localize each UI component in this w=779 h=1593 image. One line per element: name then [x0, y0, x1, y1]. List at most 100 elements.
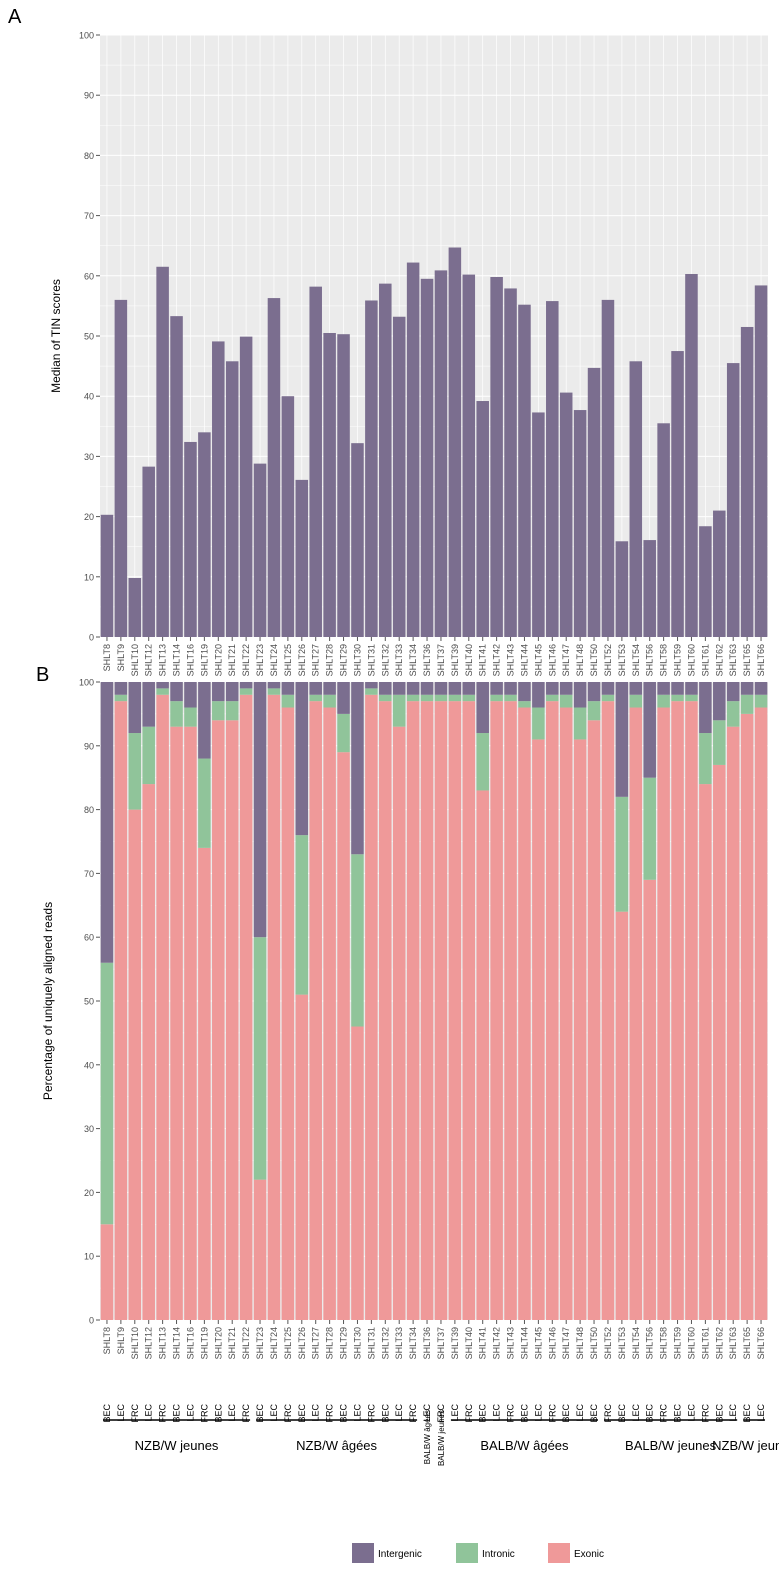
panel-a-x-tick-label: SHLT26: [297, 644, 307, 676]
panel-a-x-tick-label: SHLT40: [464, 644, 474, 676]
panel-b-bar-intronic-SHLT22: [239, 688, 253, 695]
cell-type-label: FRC: [366, 1404, 376, 1423]
cell-type-label: FRC: [700, 1404, 710, 1423]
panel-b-bar-intronic-SHLT59: [671, 694, 684, 702]
panel-b-x-tick-label: SHLT50: [589, 1327, 599, 1359]
panel-b-x-tick-label: SHLT42: [492, 1327, 502, 1359]
panel-b-y-tick-label: 100: [79, 678, 94, 688]
panel-b-bar-exonic-SHLT37: [434, 701, 448, 1320]
panel-a-x-tick-label: SHLT66: [756, 644, 766, 676]
panel-b-y-tick-label: 90: [84, 741, 94, 751]
panel-b-x-tick-label: SHLT19: [199, 1327, 209, 1359]
panel-b-bar-intergenic-SHLT63: [726, 682, 740, 702]
panel-b-bar-intergenic-SHLT24: [267, 682, 281, 689]
cell-type-label: LEC: [492, 1404, 502, 1422]
panel-b-bar-intronic-SHLT60: [685, 694, 698, 702]
panel-b-bar-exonic-SHLT22: [239, 694, 253, 1320]
panel-a-bar-SHLT21: [225, 361, 239, 637]
panel-b-bar-intergenic-SHLT41: [476, 682, 489, 734]
panel-b-bar-intronic-SHLT10: [128, 733, 142, 810]
panel-a-x-tick-label: SHLT59: [673, 644, 683, 676]
panel-b-y-tick-label: 20: [84, 1188, 94, 1198]
cell-type-label: BEC: [589, 1404, 599, 1423]
panel-b-x-tick-label: SHLT14: [172, 1327, 182, 1359]
cell-type-label: LEC: [686, 1404, 696, 1422]
cell-type-label: LEC: [450, 1404, 460, 1422]
panel-b-x-tick-label: SHLT62: [714, 1327, 724, 1359]
panel-a-x-tick-label: SHLT47: [561, 644, 571, 676]
panel-b-y-axis-label: Percentage of uniquely aligned reads: [41, 902, 55, 1100]
cell-type-label: BEC: [519, 1404, 529, 1423]
panel-b-bar-intronic-SHLT21: [225, 701, 239, 721]
panel-b-bar-exonic-SHLT23: [253, 1179, 267, 1320]
panel-a-y-tick-label: 100: [79, 31, 94, 41]
panel-b-x-tick-label: SHLT61: [700, 1327, 710, 1359]
panel-a-x-tick-label: SHLT36: [422, 644, 432, 676]
panel-b-bar-exonic-SHLT58: [657, 707, 670, 1320]
panel-b-x-tick-label: SHLT54: [631, 1327, 641, 1359]
panel-b-x-tick-label: SHLT37: [436, 1327, 446, 1359]
panel-a-bar-SHLT41: [476, 401, 489, 637]
panel-b-bar-intronic-SHLT29: [337, 713, 350, 753]
panel-a-x-tick-label: SHLT62: [714, 644, 724, 676]
panel-b-x-tick-label: SHLT46: [547, 1327, 557, 1359]
panel-b-bar-intronic-SHLT31: [365, 688, 378, 695]
panel-a-bar-SHLT13: [156, 266, 169, 637]
panel-b-y-tick-label: 10: [84, 1252, 94, 1262]
panel-b-bar-intronic-SHLT46: [546, 694, 559, 702]
panel-a-x-tick-label: SHLT12: [144, 644, 154, 676]
panel-b-bar-exonic-SHLT28: [323, 707, 336, 1320]
panel-b-x-tick-label: SHLT40: [464, 1327, 474, 1359]
panel-b-x-tick-label: SHLT43: [506, 1327, 516, 1359]
panel-b-bar-intronic-SHLT50: [587, 701, 601, 721]
panel-b-bar-intergenic-SHLT50: [587, 682, 601, 702]
panel-a-y-tick-label: 90: [84, 91, 94, 101]
panel-a-x-tick-label: SHLT34: [408, 644, 418, 676]
panel-b-bar-intergenic-SHLT14: [170, 682, 183, 702]
cell-type-label: BEC: [742, 1404, 752, 1423]
panel-b-bar-exonic-SHLT31: [365, 694, 378, 1320]
panel-b-bar-exonic-SHLT53: [615, 911, 629, 1320]
panel-a-y-tick-label: 40: [84, 392, 94, 402]
panel-a-x-tick-label: SHLT37: [436, 644, 446, 676]
panel-b-bar-intergenic-SHLT10: [128, 682, 142, 734]
cell-type-label: FRC: [506, 1404, 516, 1423]
panel-b-x-tick-label: SHLT29: [339, 1327, 349, 1359]
panel-a-bar-SHLT54: [629, 361, 643, 637]
panel-b-bar-intergenic-SHLT8: [100, 682, 114, 963]
cell-type-label: LEC: [631, 1404, 641, 1422]
group-label: BALB/W jeunes: [625, 1438, 717, 1453]
cell-type-label: LEC: [352, 1404, 362, 1422]
panel-a-bar-SHLT63: [726, 363, 740, 637]
panel-a-bar-SHLT52: [601, 299, 615, 637]
panel-b-bar-exonic-SHLT65: [740, 713, 754, 1320]
panel-a-x-tick-label: SHLT14: [172, 644, 182, 676]
cell-type-label: LEC: [756, 1404, 766, 1422]
panel-b-bar-intronic-SHLT52: [601, 694, 615, 702]
panel-a-bar-SHLT8: [100, 514, 114, 637]
panel-a-x-tick-label: SHLT45: [533, 644, 543, 676]
panel-b-bar-intergenic-SHLT23: [253, 682, 267, 938]
panel-b-bar-exonic-SHLT25: [281, 707, 295, 1320]
panel-b-x-tick-label: SHLT12: [144, 1327, 154, 1359]
panel-b-bar-intergenic-SHLT60: [685, 682, 698, 695]
panel-b-x-tick-label: SHLT16: [185, 1327, 195, 1359]
panel-b-bar-exonic-SHLT46: [546, 701, 559, 1320]
panel-a-x-tick-label: SHLT65: [742, 644, 752, 676]
panel-b-bar-intronic-SHLT41: [476, 733, 489, 791]
panel-b-bar-intergenic-SHLT33: [392, 682, 406, 695]
panel-a-bar-SHLT65: [740, 326, 754, 637]
panel-b-bar-exonic-SHLT61: [699, 784, 712, 1320]
panel-b-x-tick-label: SHLT56: [645, 1327, 655, 1359]
panel-a-x-tick-label: SHLT39: [450, 644, 460, 676]
cell-type-label: LEC: [269, 1404, 279, 1422]
panel-b-bar-intergenic-SHLT58: [657, 682, 670, 695]
cell-type-label: LEC: [728, 1404, 738, 1422]
panel-a-bar-SHLT34: [406, 262, 420, 637]
panel-b-bar-exonic-SHLT54: [629, 707, 643, 1320]
panel-b-bar-intergenic-SHLT44: [518, 682, 531, 702]
cell-type-label: BEC: [102, 1404, 112, 1423]
panel-b-bar-intergenic-SHLT30: [351, 682, 364, 855]
panel-a-y-tick-label: 20: [84, 512, 94, 522]
